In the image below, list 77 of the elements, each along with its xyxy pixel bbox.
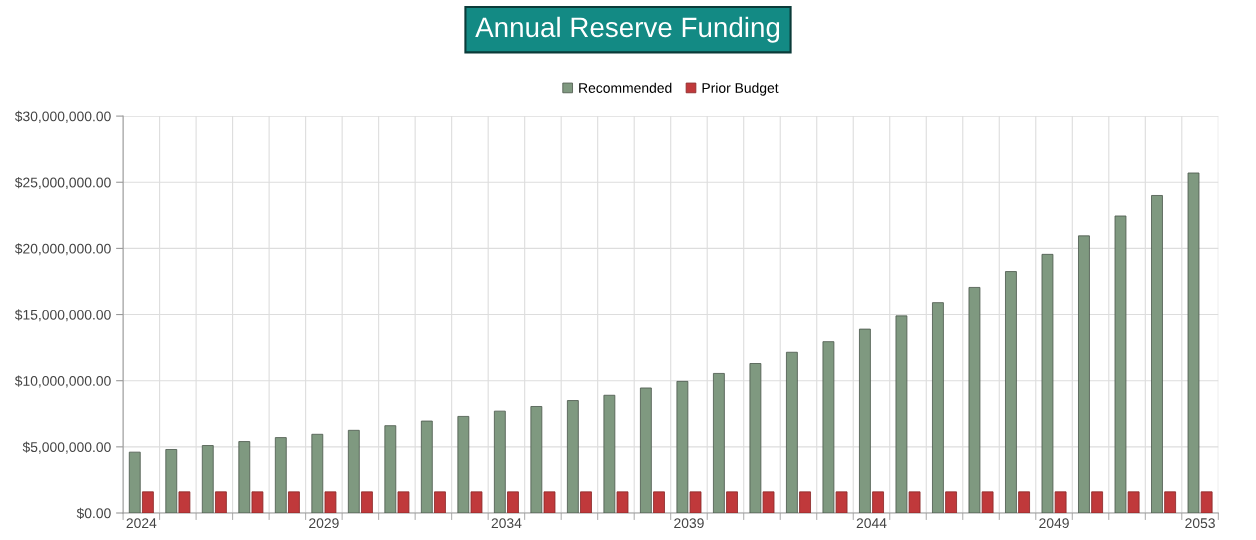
bar: [397, 491, 410, 513]
bar: [566, 400, 579, 513]
bar: [1164, 491, 1177, 513]
bar: [1018, 491, 1030, 513]
bar: [859, 328, 871, 513]
bar: [689, 491, 702, 513]
bar: [361, 491, 373, 513]
x-tick-label: 2044: [856, 518, 887, 529]
bar: [1114, 215, 1127, 513]
bar: [347, 429, 360, 513]
bar: [274, 437, 287, 513]
x-tick-label: 2029: [309, 518, 339, 529]
bar: [968, 287, 981, 513]
bar: [749, 363, 762, 513]
y-tick-label: $20,000,000.00: [14, 243, 111, 256]
bar: [713, 373, 725, 513]
x-tick-label: 2034: [491, 518, 522, 529]
legend-label: Prior Budget: [702, 82, 779, 96]
bar: [616, 491, 629, 513]
bar: [932, 302, 944, 513]
bar: [165, 449, 178, 513]
bar: [178, 491, 191, 513]
y-tick-label: $30,000,000.00: [14, 110, 111, 123]
bar: [142, 491, 154, 513]
bar: [251, 491, 264, 513]
bar: [434, 491, 446, 513]
bar: [238, 441, 251, 513]
bar: [543, 491, 556, 513]
y-tick-label: $15,000,000.00: [14, 309, 111, 322]
bar: [324, 491, 337, 513]
bar: [311, 433, 324, 513]
bar: [288, 491, 300, 513]
bar: [1200, 491, 1213, 513]
bar: [384, 425, 397, 513]
bar: [470, 491, 483, 513]
bar: [420, 420, 433, 513]
y-tick-label: $0.00: [76, 507, 111, 519]
bar: [639, 387, 652, 513]
bar: [457, 416, 470, 513]
bar: [895, 315, 908, 513]
y-tick-label: $5,000,000.00: [22, 441, 111, 454]
bar: [799, 491, 811, 513]
x-tick-label: 2049: [1039, 518, 1069, 529]
bar: [822, 341, 835, 513]
bar: [507, 491, 519, 513]
bar: [603, 394, 616, 513]
bar: [653, 491, 665, 513]
bar: [201, 445, 214, 513]
bar: [1078, 235, 1090, 513]
bar: [726, 491, 738, 513]
bar: [762, 491, 775, 513]
bar: [908, 491, 921, 513]
bar: [786, 351, 798, 513]
bar: [835, 491, 848, 513]
bar: [1041, 253, 1054, 513]
bar: [1091, 491, 1104, 513]
legend-label: Recommended: [579, 82, 672, 93]
bar: [676, 380, 689, 513]
bar: [215, 491, 227, 513]
bar: [530, 406, 543, 513]
bar: [493, 410, 506, 513]
bar: [945, 491, 957, 513]
y-tick-label: $25,000,000.00: [14, 177, 111, 190]
bar: [1187, 172, 1200, 513]
bar: [1005, 271, 1017, 513]
bar: [872, 491, 884, 513]
bar: [981, 491, 994, 513]
bar: [128, 451, 141, 513]
x-tick-label: 2039: [674, 518, 704, 529]
bar: [580, 491, 592, 513]
bar: [1127, 491, 1140, 513]
bar: [1054, 491, 1067, 513]
bar: [1151, 195, 1163, 513]
x-tick-label: 2024: [126, 518, 157, 529]
y-tick-label: $10,000,000.00: [14, 375, 111, 388]
chart-title: Annual Reserve Funding: [475, 16, 780, 43]
x-tick-label: 2053: [1185, 518, 1215, 529]
